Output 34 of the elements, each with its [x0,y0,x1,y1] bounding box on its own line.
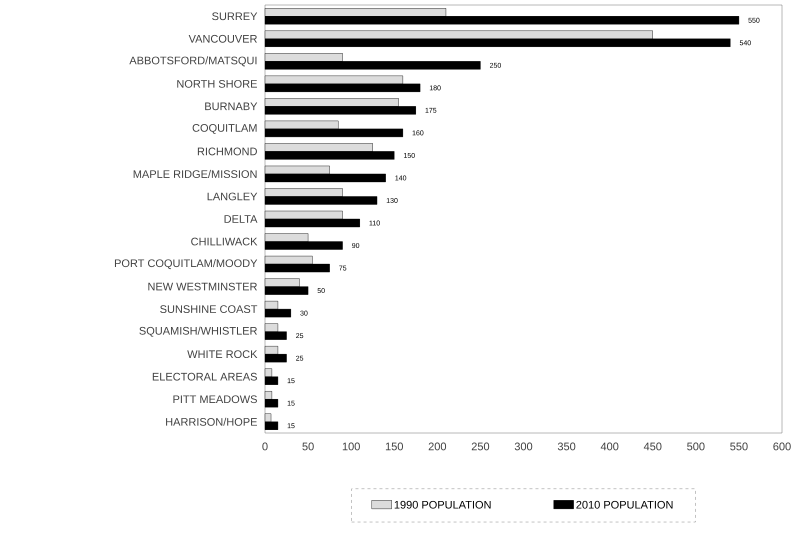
x-tick-label: 0 [262,442,268,450]
y-tick-label: LANGLEY [208,192,258,200]
y-tick-label: MAPLE RIDGE/MISSION [134,170,257,178]
x-tick-label: 550 [730,442,748,450]
legend-label: 2010 POPULATION [576,500,673,509]
y-tick-label: ABBOTSFORD/MATSQUI [129,56,256,66]
y-tick-label: SQUAMISH/WHISTLER [139,326,257,337]
x-tick-label: 450 [644,442,662,450]
x-tick-label: 200 [428,442,446,450]
y-tick-label: VANCOUVER [188,34,257,43]
y-tick-label: ELECTORAL AREAS [152,372,257,381]
y-tick-label: PORT COQUITLAM/MOODY [114,259,258,270]
y-tick-label: CHILLIWACK [191,238,258,246]
x-tick-label: 100 [342,442,360,450]
y-tick-label: RICHMOND [198,148,257,156]
x-tick-label: 500 [687,442,705,450]
x-tick-label: 250 [472,442,490,450]
y-tick-label: HARRISON/HOPE [166,418,257,426]
y-tick-label: WHITE ROCK [187,350,258,358]
y-tick-label: DELTA [224,215,258,223]
y-tick-label: COQUITLAM [192,124,257,134]
y-tick-label: SUNSHINE COAST [160,305,258,314]
y-tick-label: BURNABY [205,102,258,110]
x-tick-label: 50 [302,442,314,450]
y-tick-label: NORTH SHORE [177,80,257,88]
x-tick-label: 400 [600,442,618,450]
legend-label: 1990 POPULATION [394,500,491,509]
x-tick-label: 350 [558,442,576,450]
y-tick-label: PITT MEADOWS [173,395,257,404]
x-tick-label: 300 [514,442,532,450]
x-tick-label: 600 [773,442,791,450]
y-tick-label: SURREY [212,12,258,20]
x-tick-label: 150 [386,442,403,450]
y-tick-label: NEW WESTMINSTER [148,282,257,290]
